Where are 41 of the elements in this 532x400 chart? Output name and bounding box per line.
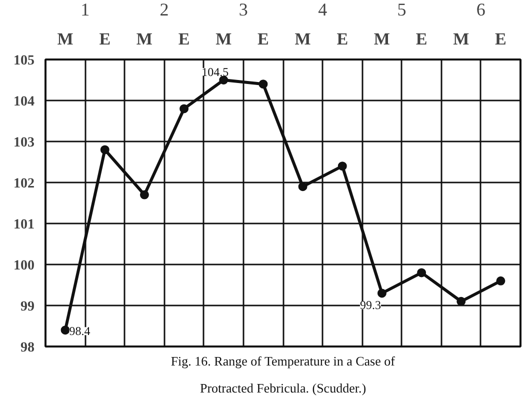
y-tick-label: 104 xyxy=(14,94,34,110)
point xyxy=(417,268,426,278)
point xyxy=(258,80,268,89)
x-tick-label: E xyxy=(416,30,428,48)
y-tick-label: 99 xyxy=(20,300,34,314)
point xyxy=(298,182,308,192)
point xyxy=(60,326,70,335)
data-label: 98.4 xyxy=(69,324,90,338)
text: 4 xyxy=(318,0,328,20)
x-tick-label: M xyxy=(453,30,470,48)
point xyxy=(100,145,110,154)
x-tick-label: E xyxy=(178,30,190,48)
point xyxy=(496,276,506,286)
text: 5 xyxy=(397,0,406,20)
y-tick-label: 105 xyxy=(14,54,34,68)
point xyxy=(180,104,189,114)
y-tick-label: 103 xyxy=(14,136,34,150)
point xyxy=(338,162,347,171)
y-tick-label: 98 xyxy=(20,340,34,356)
x-tick-label: E xyxy=(99,30,111,48)
x-tick-label: M xyxy=(294,30,311,48)
x-tick-label: M xyxy=(216,30,232,48)
data-label: 104.5 xyxy=(202,65,229,79)
data-label: 99.3 xyxy=(360,298,381,312)
point xyxy=(456,296,466,306)
x-tick-label: E xyxy=(336,30,348,48)
text: 6 xyxy=(476,0,486,20)
point xyxy=(377,288,386,298)
x-tick-label: E xyxy=(258,30,269,48)
text: 3 xyxy=(238,0,248,20)
x-tick-label: M xyxy=(57,30,74,48)
y-tick-label: 102 xyxy=(14,176,34,192)
x-tick-label: M xyxy=(136,30,152,48)
y-tick-label: 100 xyxy=(14,258,34,274)
x-tick-label: E xyxy=(495,30,506,48)
text: Fig. 16. Range of Temperature in a Case of Protracted Febricula. (Scudder.) xyxy=(170,354,396,396)
y-tick-label: 101 xyxy=(14,218,34,232)
text: 1 xyxy=(80,0,90,20)
text: 2 xyxy=(160,0,169,20)
x-tick-label: M xyxy=(374,30,390,48)
point xyxy=(140,190,149,200)
